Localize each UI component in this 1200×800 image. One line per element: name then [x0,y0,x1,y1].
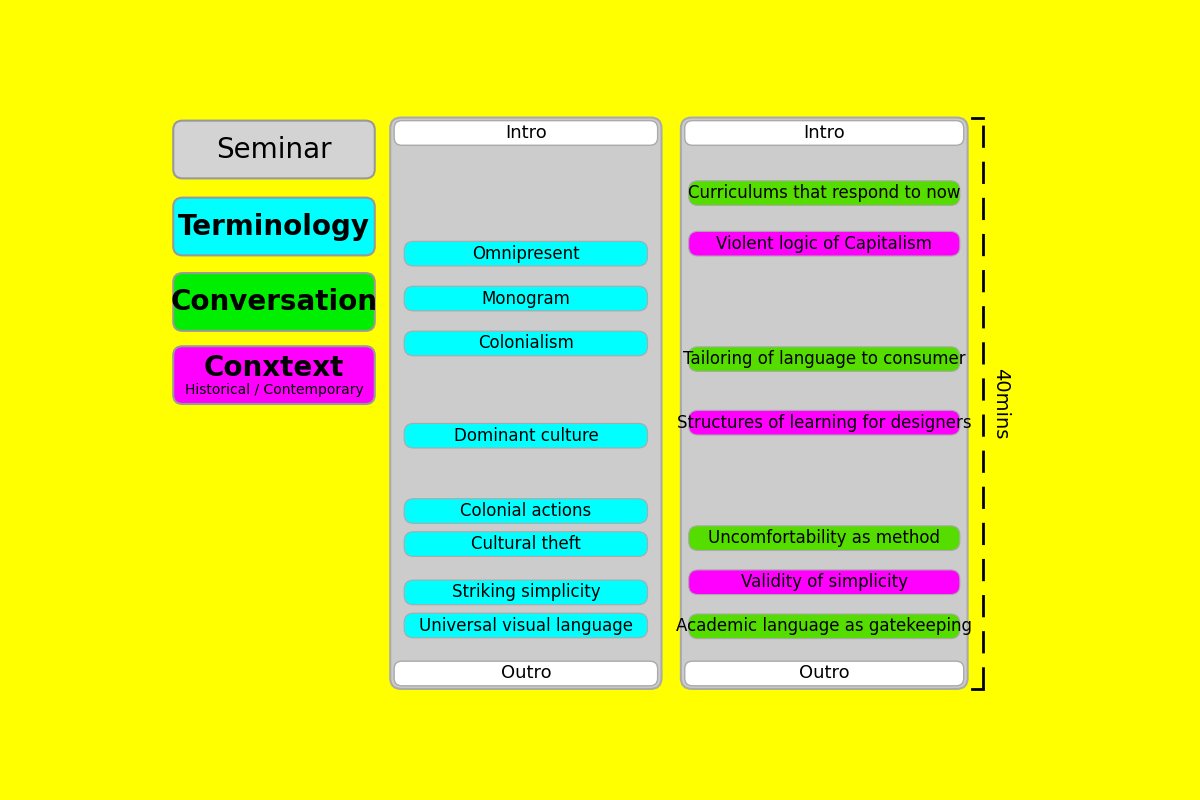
FancyBboxPatch shape [689,526,960,550]
FancyBboxPatch shape [390,118,661,689]
Text: Universal visual language: Universal visual language [419,617,632,634]
FancyBboxPatch shape [404,242,648,266]
Text: Outro: Outro [799,665,850,682]
Text: Intro: Intro [505,124,547,142]
FancyBboxPatch shape [404,532,648,557]
FancyBboxPatch shape [404,286,648,311]
Text: Tailoring of language to consumer: Tailoring of language to consumer [683,350,966,368]
FancyBboxPatch shape [685,121,964,146]
FancyBboxPatch shape [404,498,648,523]
FancyBboxPatch shape [689,410,960,435]
Text: 40mins: 40mins [991,367,1009,439]
Text: Outro: Outro [500,665,551,682]
FancyBboxPatch shape [394,121,658,146]
Text: Validity of simplicity: Validity of simplicity [740,574,907,591]
Text: Historical / Contemporary: Historical / Contemporary [185,382,364,397]
Text: Academic language as gatekeeping: Academic language as gatekeeping [677,618,972,635]
Text: Structures of learning for designers: Structures of learning for designers [677,414,972,432]
FancyBboxPatch shape [404,580,648,605]
Text: Intro: Intro [803,124,845,142]
FancyBboxPatch shape [173,346,374,404]
Text: Uncomfortability as method: Uncomfortability as method [708,529,941,547]
FancyBboxPatch shape [689,347,960,371]
FancyBboxPatch shape [404,331,648,356]
FancyBboxPatch shape [173,273,374,331]
FancyBboxPatch shape [173,121,374,178]
Text: Violent logic of Capitalism: Violent logic of Capitalism [716,234,932,253]
FancyBboxPatch shape [689,181,960,206]
Text: Cultural theft: Cultural theft [470,535,581,553]
Text: Terminology: Terminology [178,213,370,241]
FancyBboxPatch shape [689,614,960,638]
FancyBboxPatch shape [394,661,658,686]
Text: Curriculums that respond to now: Curriculums that respond to now [688,184,960,202]
FancyBboxPatch shape [689,231,960,256]
Text: Striking simplicity: Striking simplicity [451,583,600,602]
FancyBboxPatch shape [689,570,960,594]
FancyBboxPatch shape [685,661,964,686]
Text: Monogram: Monogram [481,290,570,307]
Text: Omnipresent: Omnipresent [472,245,580,262]
FancyBboxPatch shape [404,423,648,448]
Text: Colonialism: Colonialism [478,334,574,353]
FancyBboxPatch shape [173,198,374,255]
Text: Colonial actions: Colonial actions [461,502,592,520]
FancyBboxPatch shape [404,613,648,638]
Text: Conxtext: Conxtext [204,354,344,382]
Text: Seminar: Seminar [216,135,332,163]
Text: Conversation: Conversation [170,288,378,316]
Text: Dominant culture: Dominant culture [454,426,599,445]
FancyBboxPatch shape [680,118,967,689]
